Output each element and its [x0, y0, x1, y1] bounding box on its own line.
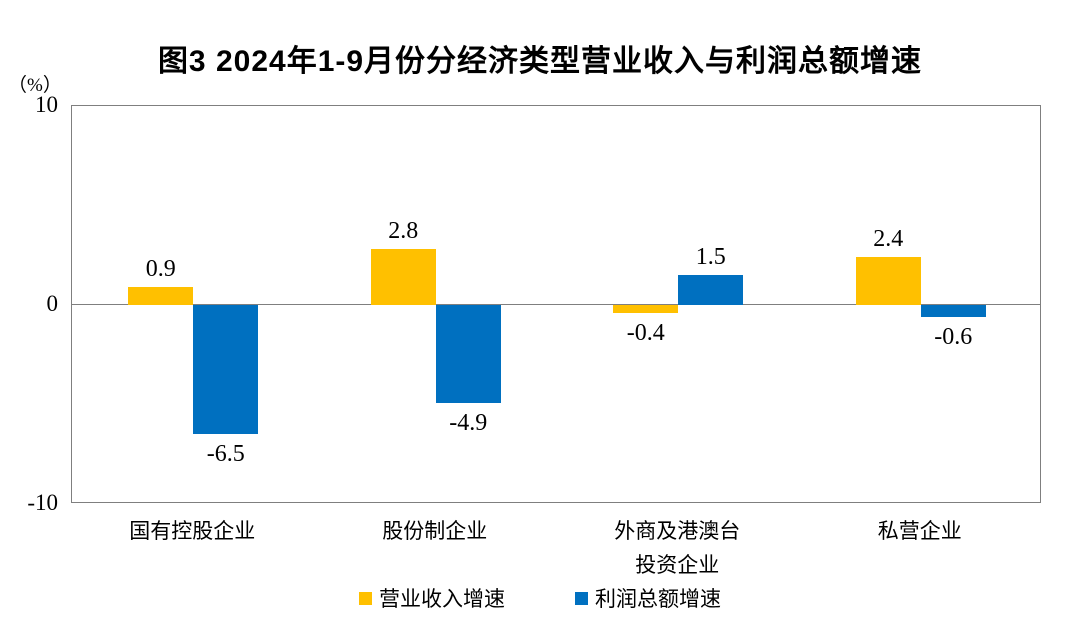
- bar-value-label: -4.9: [449, 409, 488, 436]
- legend-swatch-profit-icon: [575, 591, 588, 605]
- bar-revenue: [370, 249, 436, 305]
- category-label: 股份制企业: [382, 519, 488, 543]
- bar-value-label: -0.4: [626, 319, 665, 346]
- bar-profit: [193, 305, 259, 435]
- bar-profit: [435, 305, 501, 403]
- legend-swatch-revenue-icon: [359, 591, 372, 605]
- legend-item-profit: 利润总额增速: [575, 583, 721, 613]
- legend: 营业收入增速 利润总额增速: [0, 583, 1080, 613]
- bar-value-label: 1.5: [695, 244, 726, 271]
- y-axis-tick-label: 0: [46, 291, 59, 316]
- bar-revenue: [855, 257, 921, 305]
- bar-value-label: 0.9: [145, 256, 176, 283]
- bar-value-label: 2.4: [873, 226, 904, 253]
- category-label: 国有控股企业: [129, 519, 256, 543]
- legend-label-profit: 利润总额增速: [595, 587, 721, 611]
- bar-value-label: -6.5: [206, 441, 245, 468]
- y-axis-unit-label: （%）: [8, 75, 62, 96]
- bar-revenue: [128, 287, 194, 305]
- legend-label-revenue: 营业收入增速: [379, 587, 505, 611]
- y-axis-tick-label: 10: [35, 92, 58, 117]
- plot-area: 0.9 2.8 -0.4 2.4 -6.5 -4.9 1.5 -0.6: [71, 105, 1041, 503]
- y-axis-tick-label: -10: [27, 490, 58, 515]
- legend-item-revenue: 营业收入增速: [359, 583, 505, 613]
- bar-revenue: [613, 305, 679, 313]
- bar-value-label: -0.6: [934, 323, 973, 350]
- category-label: 私营企业: [877, 519, 962, 543]
- zero-gridline: [72, 304, 1040, 305]
- bar-profit: [678, 275, 744, 305]
- bar-profit: [920, 305, 986, 317]
- category-label: 外商及港澳台 投资企业: [614, 519, 741, 577]
- chart-title: 图3 2024年1-9月份分经济类型营业收入与利润总额增速: [157, 45, 923, 78]
- bar-value-label: 2.8: [388, 218, 419, 245]
